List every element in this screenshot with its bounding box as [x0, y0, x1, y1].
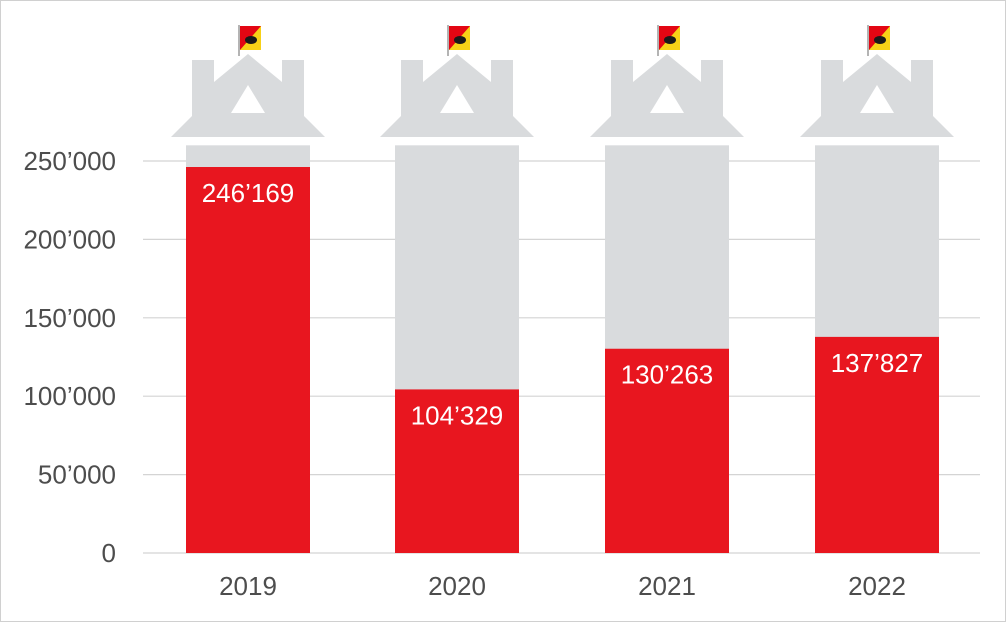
y-tick-label-150000: 150’000: [23, 303, 116, 333]
house-window-2022: [860, 85, 894, 113]
y-tick-label-100000: 100’000: [23, 381, 116, 411]
x-category-label-2022: 2022: [848, 571, 906, 601]
flag-bear-2019: [245, 36, 257, 44]
house-window-2021: [650, 85, 684, 113]
bars: [186, 167, 939, 553]
bern-flag-icon: [659, 26, 680, 50]
flag-bear-2020: [454, 36, 466, 44]
flag-bear-2022: [874, 36, 886, 44]
x-category-label-2019: 2019: [219, 571, 277, 601]
bar-2020: [395, 389, 519, 553]
x-category-label-2021: 2021: [638, 571, 696, 601]
data-label-2021: 130’263: [621, 360, 714, 390]
data-label-2020: 104’329: [411, 400, 504, 430]
x-axis-category-labels: 2019 2020 2021 2022: [219, 571, 906, 601]
data-label-2022: 137’827: [831, 348, 924, 378]
bar-2019: [186, 167, 310, 553]
bern-flag-icon: [869, 26, 890, 50]
y-tick-label-50000: 50’000: [38, 460, 116, 490]
house-window-2019: [231, 85, 265, 113]
house-window-2020: [440, 85, 474, 113]
bar-2022: [815, 336, 939, 553]
bar-2021: [605, 348, 729, 553]
bern-flag-icon: [449, 26, 470, 50]
y-tick-label-250000: 250’000: [23, 146, 116, 176]
bern-flag-icon: [240, 26, 261, 50]
x-category-label-2020: 2020: [428, 571, 486, 601]
data-label-2019: 246’169: [202, 178, 295, 208]
data-labels: 246’169 104’329 130’263 137’827: [202, 178, 924, 430]
y-tick-label-200000: 200’000: [23, 224, 116, 254]
y-axis-tick-labels: 0 50’000 100’000 150’000 200’000 250’000: [23, 146, 116, 568]
y-tick-label-0: 0: [102, 538, 116, 568]
flag-bear-2021: [664, 36, 676, 44]
